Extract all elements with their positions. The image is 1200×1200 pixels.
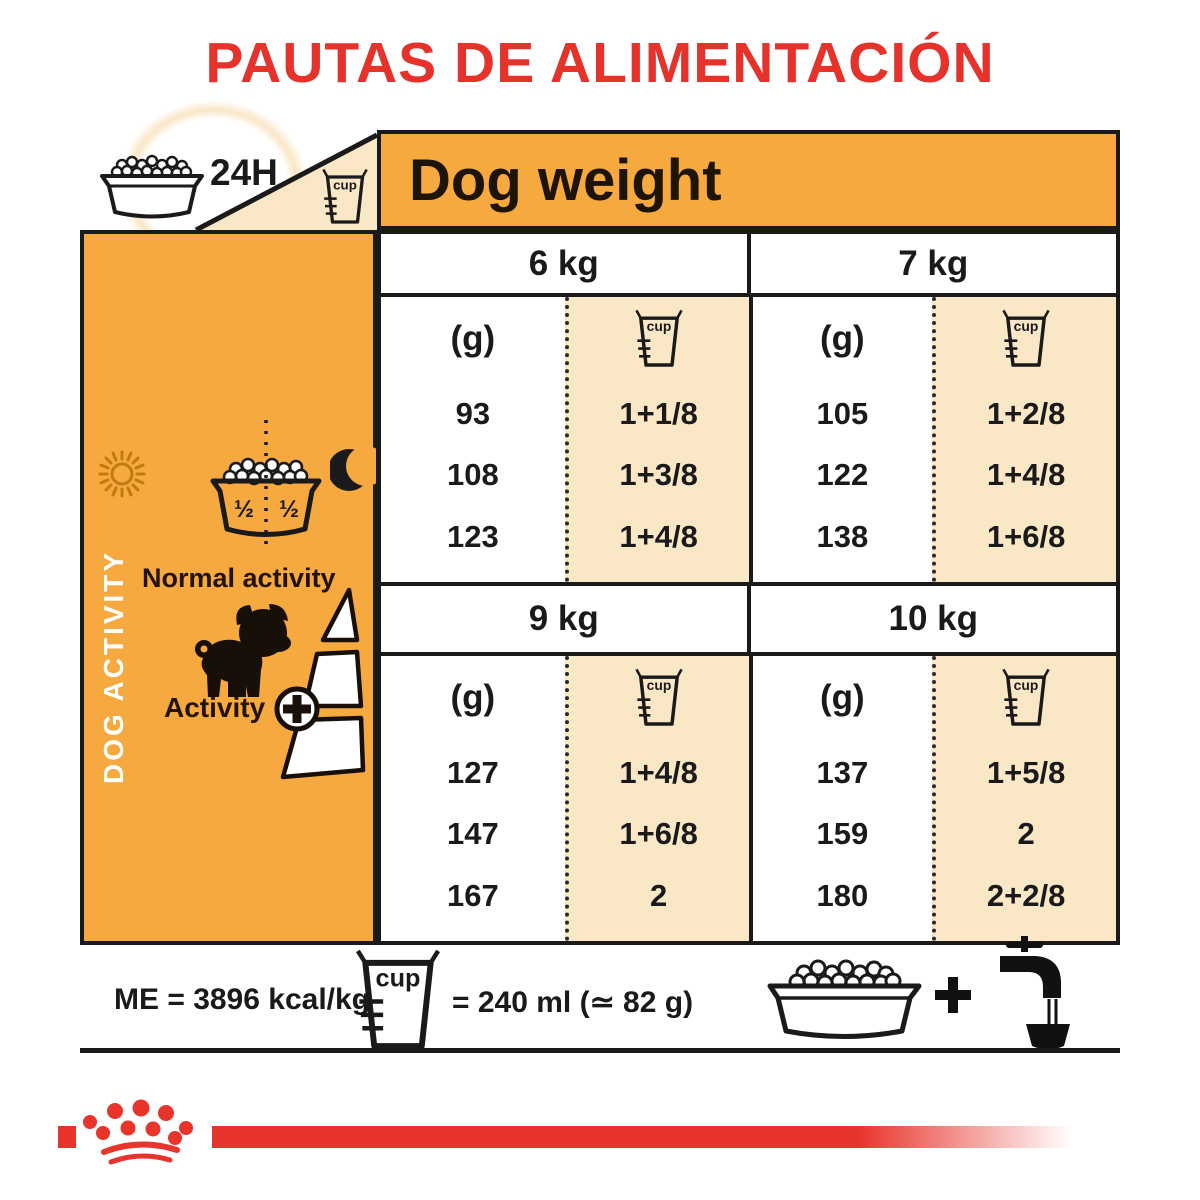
weight-header-9kg: 9 kg: [528, 599, 599, 638]
cup-value: 1+6/8: [619, 816, 698, 852]
royal-canin-crown-logo: [83, 1099, 193, 1165]
cup-value: 1+1/8: [619, 395, 698, 431]
cups-column-6kg: cup 1+1/8 1+3/8 1+4/8: [564, 297, 749, 582]
cup-value: 2: [650, 878, 668, 914]
cup-value: 1+3/8: [619, 457, 698, 493]
grams-value: 127: [447, 754, 499, 790]
dog-weight-header: Dog weight: [377, 130, 1120, 230]
weight-header-7kg: 7 kg: [746, 234, 1117, 293]
weight-header-6kg: 6 kg: [528, 243, 599, 283]
grams-header: (g): [450, 678, 496, 717]
cups-column-7kg: cup 1+2/8 1+4/8 1+6/8: [932, 297, 1116, 582]
grams-column-9kg: (g) 127 147 167: [381, 656, 565, 941]
weight-header-row-1: 6 kg 7 kg: [381, 234, 1116, 297]
grams-column-6kg: (g) 93 108 123: [381, 297, 565, 582]
water-tap-icon: [1000, 936, 1070, 1052]
cup-value: 1+4/8: [619, 519, 698, 555]
measuring-cup-icon: cup: [322, 168, 368, 224]
grams-header: (g): [820, 678, 865, 717]
food-bowl-icon: [767, 959, 922, 1039]
cup-equivalence-label: = 240 ml (≃ 82 g): [452, 986, 694, 1019]
moon-icon: [330, 446, 376, 491]
cup-value: 1+4/8: [619, 754, 698, 790]
sun-icon: [98, 450, 146, 498]
cup-value: 1+2/8: [986, 395, 1066, 431]
feeding-table: 24H cup Dog weight: [80, 130, 1120, 945]
grams-value: 167: [447, 878, 499, 914]
grams-value: 159: [816, 816, 869, 852]
weight-header-10kg: 10 kg: [746, 586, 1117, 652]
svg-text:cup: cup: [646, 318, 671, 334]
plus-icon: [935, 977, 971, 1013]
grams-value: 122: [816, 457, 869, 493]
grams-value: 105: [816, 395, 869, 431]
grams-column-10kg: (g) 137 159 180: [748, 656, 933, 941]
activity-level-bars-icon: [280, 587, 366, 780]
grams-column-7kg: (g) 105 122 138: [748, 297, 933, 582]
pug-silhouette-icon: [195, 604, 291, 697]
grams-value: 93: [455, 395, 491, 431]
grams-value: 147: [447, 816, 499, 852]
grams-value: 108: [447, 457, 499, 493]
measuring-cup-icon: cup: [1002, 668, 1050, 726]
activity-plus-icon: [274, 686, 320, 732]
cups-column-9kg: cup 1+4/8 1+6/8 2: [564, 656, 749, 941]
cup-value: 1+4/8: [986, 457, 1066, 493]
brand-band-right: [212, 1126, 1072, 1148]
metabolizable-energy-label: ME = 3896 kcal/kg: [114, 983, 370, 1016]
brand-band-left: [58, 1126, 76, 1148]
svg-text:cup: cup: [1014, 318, 1039, 334]
dog-activity-sidebar: ½ ½ Normal activity: [80, 230, 377, 945]
weight-header-row-2: 9 kg 10 kg: [381, 582, 1116, 656]
cup-word: cup: [333, 178, 357, 193]
cup-value: 1+5/8: [986, 754, 1066, 790]
grams-header: (g): [820, 319, 865, 358]
divider-rule: [80, 1048, 1120, 1053]
cup-value: 2: [1017, 816, 1035, 852]
activity-label: Activity: [164, 692, 266, 723]
measuring-cup-icon: cup: [634, 668, 683, 726]
half-portions-bowl-icon: ½ ½: [210, 420, 322, 549]
hours-label: 24H: [210, 152, 278, 193]
page-title: PAUTAS DE ALIMENTACIÓN: [205, 31, 995, 95]
svg-text:cup: cup: [376, 965, 421, 993]
measuring-cup-icon: cup: [1002, 309, 1050, 367]
grams-value: 137: [816, 754, 869, 790]
grams-header: (g): [450, 319, 496, 358]
grams-value: 180: [816, 878, 869, 914]
cup-value: 1+6/8: [986, 519, 1066, 555]
measuring-cup-icon: cup: [634, 309, 683, 367]
weights-grid: 6 kg 7 kg (g) 93 108 123: [377, 230, 1120, 945]
dog-activity-vertical-label: DOG ACTIVITY: [98, 549, 129, 784]
data-row-2: (g) 127 147 167 cup: [381, 656, 1116, 941]
svg-text:cup: cup: [1014, 677, 1039, 693]
data-row-1: (g) 93 108 123 cup: [381, 297, 1116, 582]
measuring-cup-icon: cup: [355, 949, 441, 1050]
grams-value: 138: [816, 519, 869, 555]
food-bowl-icon: [100, 154, 204, 219]
svg-text:cup: cup: [646, 677, 671, 693]
normal-activity-label: Normal activity: [142, 563, 336, 593]
grams-value: 123: [447, 519, 499, 555]
cup-value: 2+2/8: [986, 878, 1066, 914]
half-right-label: ½: [279, 496, 299, 523]
cups-column-10kg: cup 1+5/8 2 2+2/8: [932, 656, 1116, 941]
half-left-label: ½: [234, 496, 254, 523]
